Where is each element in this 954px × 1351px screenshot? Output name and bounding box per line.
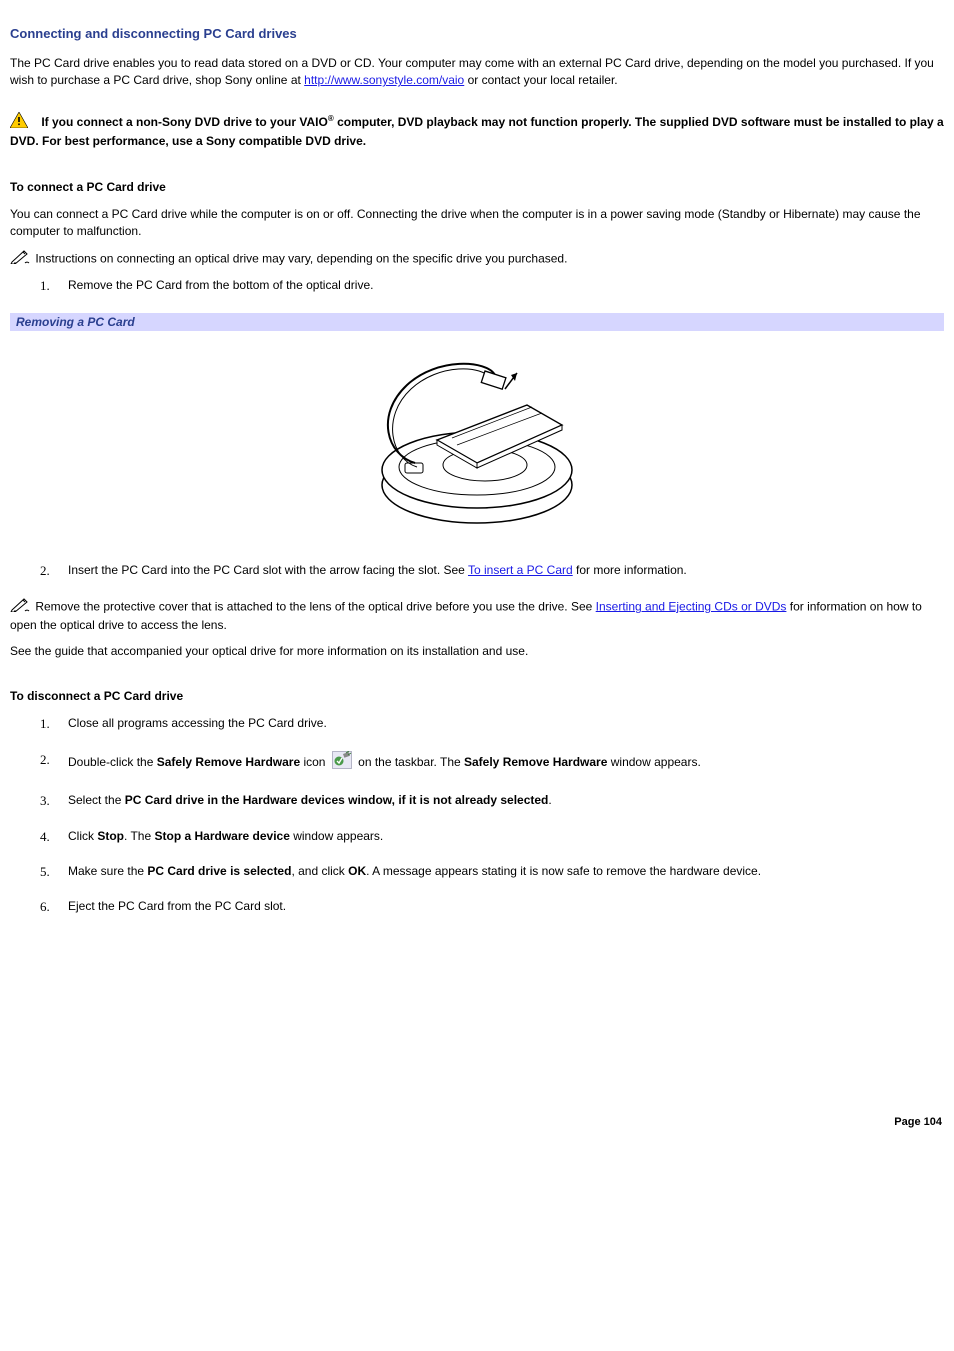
step-number: 2. <box>40 562 50 581</box>
step-text: Close all programs accessing the PC Card… <box>68 716 327 730</box>
disconnect-steps: 1. Close all programs accessing the PC C… <box>10 715 944 915</box>
disconnect-step-4: 4. Click Stop. The Stop a Hardware devic… <box>10 828 944 845</box>
s4-bold1: Stop <box>97 829 124 843</box>
step-number: 1. <box>40 277 50 296</box>
s2d: window appears. <box>607 755 700 769</box>
intro-text-2: or contact your local retailer. <box>464 73 617 87</box>
s2-bold2: Safely Remove Hardware <box>464 755 607 769</box>
s2c: on the taskbar. The <box>355 755 464 769</box>
step-text-pre: Insert the PC Card into the PC Card slot… <box>68 563 468 577</box>
warning-block: If you connect a non-Sony DVD drive to y… <box>10 112 944 151</box>
s5b: , and click <box>291 864 348 878</box>
s3-bold: PC Card drive in the Hardware devices wi… <box>125 793 549 807</box>
s4b: . The <box>124 829 154 843</box>
step-number: 6. <box>40 898 50 917</box>
guide-paragraph: See the guide that accompanied your opti… <box>10 643 944 660</box>
connect-paragraph: You can connect a PC Card drive while th… <box>10 206 944 241</box>
intro-paragraph: The PC Card drive enables you to read da… <box>10 55 944 90</box>
figure-illustration <box>10 345 944 538</box>
step-number: 1. <box>40 715 50 734</box>
s3b: . <box>548 793 551 807</box>
lens-note-pre: Remove the protective cover that is atta… <box>35 599 595 613</box>
s5a: Make sure the <box>68 864 147 878</box>
s2b: icon <box>300 755 329 769</box>
s4-bold2: Stop a Hardware device <box>154 829 289 843</box>
disconnect-step-2: 2. Double-click the Safely Remove Hardwa… <box>10 751 944 774</box>
s3a: Select the <box>68 793 125 807</box>
step-text: Remove the PC Card from the bottom of th… <box>68 278 373 292</box>
disconnect-step-3: 3. Select the PC Card drive in the Hardw… <box>10 792 944 809</box>
connect-note-text: Instructions on connecting an optical dr… <box>35 251 567 265</box>
s5-bold2: OK <box>348 864 366 878</box>
connect-heading: To connect a PC Card drive <box>10 179 944 196</box>
warning-icon <box>10 117 31 131</box>
connect-step-2: 2. Insert the PC Card into the PC Card s… <box>10 562 944 579</box>
step-number: 3. <box>40 792 50 811</box>
connect-steps-2: 2. Insert the PC Card into the PC Card s… <box>10 562 944 579</box>
insert-pc-card-link[interactable]: To insert a PC Card <box>468 563 573 577</box>
s5c: . A message appears stating it is now sa… <box>366 864 761 878</box>
connect-steps: 1. Remove the PC Card from the bottom of… <box>10 277 944 294</box>
sonystyle-link[interactable]: http://www.sonystyle.com/vaio <box>304 73 464 87</box>
connect-step-1: 1. Remove the PC Card from the bottom of… <box>10 277 944 294</box>
disconnect-step-6: 6. Eject the PC Card from the PC Card sl… <box>10 898 944 915</box>
inserting-dvds-link[interactable]: Inserting and Ejecting CDs or DVDs <box>596 599 787 613</box>
step-number: 5. <box>40 863 50 882</box>
s4c: window appears. <box>290 829 383 843</box>
page-title: Connecting and disconnecting PC Card dri… <box>10 26 944 41</box>
s2a: Double-click the <box>68 755 157 769</box>
note-icon <box>10 601 33 615</box>
warning-text-pre: If you connect a non-Sony DVD drive to y… <box>41 115 327 129</box>
note-icon <box>10 253 33 267</box>
lens-note: Remove the protective cover that is atta… <box>10 597 944 635</box>
s5-bold1: PC Card drive is selected <box>147 864 291 878</box>
s4a: Click <box>68 829 97 843</box>
disconnect-step-1: 1. Close all programs accessing the PC C… <box>10 715 944 732</box>
s2-bold1: Safely Remove Hardware <box>157 755 300 769</box>
figure-caption: Removing a PC Card <box>10 313 944 331</box>
step-number: 2. <box>40 751 50 770</box>
connect-note: Instructions on connecting an optical dr… <box>10 249 944 269</box>
step-text: Eject the PC Card from the PC Card slot. <box>68 899 286 913</box>
page-number: Page 104 <box>10 1116 944 1128</box>
safely-remove-hardware-icon <box>332 758 352 772</box>
step-number: 4. <box>40 828 50 847</box>
disconnect-step-5: 5. Make sure the PC Card drive is select… <box>10 863 944 880</box>
step-text-post: for more information. <box>573 563 687 577</box>
disconnect-heading: To disconnect a PC Card drive <box>10 688 944 705</box>
